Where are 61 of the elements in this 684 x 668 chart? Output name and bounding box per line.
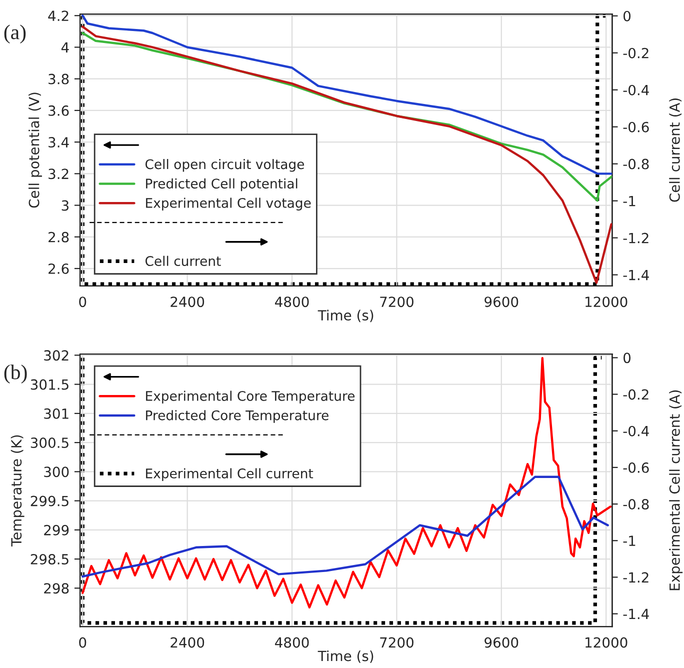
- y-tick-label: 301.5: [30, 379, 68, 390]
- x-tick-label: 7200: [380, 637, 414, 648]
- text: (b): [4, 364, 27, 384]
- y2-tick-label: -0.8: [623, 158, 649, 170]
- x-tick-label: 12000: [586, 296, 628, 308]
- legend-label: Experimental Core Temperature: [146, 390, 355, 404]
- x-tick-label: 9600: [484, 296, 518, 308]
- legend-label: Experimental Cell votage: [146, 198, 311, 210]
- y-tick-label: 3: [62, 200, 68, 211]
- y2-tick-label: -1: [623, 536, 636, 546]
- legend-label: Experimental Cell current: [146, 468, 314, 481]
- y2-tick-label: -0.8: [623, 499, 649, 510]
- y-tick-label: 3.2: [48, 168, 68, 180]
- y-tick-label: 3.8: [48, 74, 69, 84]
- y-axis-title: Temperature (K): [10, 435, 24, 547]
- x-tick-label: 7200: [380, 296, 414, 308]
- y2-tick-label: -0.6: [623, 122, 649, 132]
- y2-tick-label: -0.2: [623, 48, 648, 58]
- y2-tick-label: -1.2: [623, 572, 648, 582]
- x-axis-title: Time (s): [318, 650, 374, 663]
- y-tick-label: 300: [44, 466, 69, 478]
- y-tick-label: 2.8: [48, 232, 69, 242]
- y-tick-label: 302: [44, 350, 68, 361]
- y-tick-label: 301: [44, 408, 68, 419]
- y2-tick-label: -0.4: [623, 426, 649, 436]
- y-axis-title: Cell potential (V): [28, 92, 42, 208]
- y-tick-label: 298: [44, 583, 69, 594]
- y2-tick-label: -1: [623, 196, 636, 206]
- y-tick-label: 2.6: [48, 263, 69, 274]
- y2-tick-label: -0.6: [623, 462, 649, 473]
- y-tick-label: 299: [44, 524, 69, 536]
- x-axis-title: Time (s): [318, 310, 374, 322]
- y2-tick-label: 0: [624, 352, 631, 364]
- y-tick-label: 300.5: [30, 438, 68, 448]
- legend-label: Cell current: [145, 256, 221, 266]
- y2-tick-label: -1.2: [623, 232, 648, 244]
- y-tick-label: 3.4: [48, 137, 69, 148]
- legend-label: Predicted Core Temperature: [146, 410, 328, 423]
- x-tick-label: 12000: [586, 637, 628, 648]
- legend-label: Predicted Cell potential: [146, 178, 298, 192]
- x-tick-label: 0: [79, 637, 86, 648]
- x-tick-label: 2400: [170, 637, 204, 648]
- y-tick-label: 4.2: [48, 10, 68, 21]
- x-tick-label: 0: [79, 296, 86, 308]
- text: (a): [4, 24, 26, 44]
- y-tick-label: 4: [61, 42, 69, 52]
- y2-tick-label: -0.4: [623, 84, 649, 96]
- y2-tick-label: 0: [624, 10, 631, 22]
- y2-tick-label: -1.4: [623, 270, 649, 280]
- y2-axis-title: Experimental Cell current (A): [669, 390, 683, 590]
- x-tick-label: 4800: [275, 296, 309, 308]
- y2-axis-title: Cell current (A): [669, 98, 682, 202]
- y-tick-label: 299.5: [30, 496, 68, 506]
- x-tick-label: 4800: [275, 637, 309, 648]
- x-tick-label: 9600: [484, 637, 518, 648]
- y2-tick-label: -0.2: [623, 389, 648, 400]
- y-tick-label: 298.5: [30, 554, 68, 565]
- legend-label: Cell open circuit voltage: [145, 158, 304, 172]
- y2-tick-label: -1.4: [623, 608, 649, 620]
- y-tick-label: 3.6: [48, 105, 69, 116]
- x-tick-label: 2400: [170, 296, 204, 308]
